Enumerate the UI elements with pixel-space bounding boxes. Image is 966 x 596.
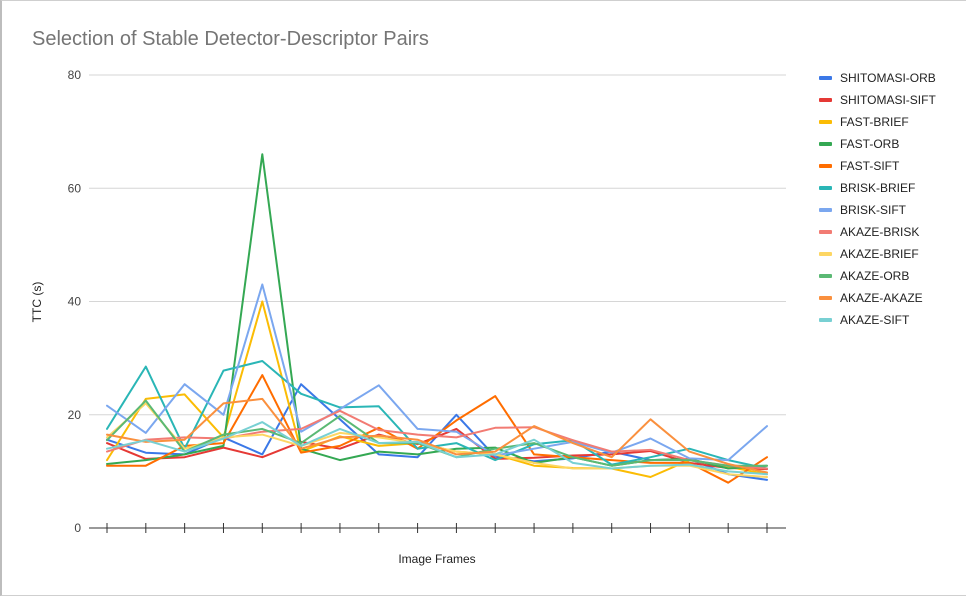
legend-label: FAST-BRIEF [840, 115, 909, 129]
legend-item-akaze-brief: AKAZE-BRIEF [819, 243, 936, 265]
legend-item-akaze-akaze: AKAZE-AKAZE [819, 287, 936, 309]
legend-item-brisk-brief: BRISK-BRIEF [819, 177, 936, 199]
legend-item-fast-sift: FAST-SIFT [819, 155, 936, 177]
legend-label: AKAZE-BRIEF [840, 247, 919, 261]
legend-label: SHITOMASI-ORB [840, 71, 936, 85]
legend-label: SHITOMASI-SIFT [840, 93, 936, 107]
x-axis-title: Image Frames [398, 552, 475, 566]
legend-label: FAST-SIFT [840, 159, 900, 173]
y-tick-label: 0 [74, 521, 81, 535]
legend-label: AKAZE-ORB [840, 269, 910, 283]
legend-swatch [819, 186, 832, 190]
chart-legend: SHITOMASI-ORB SHITOMASI-SIFT FAST-BRIEF FAS… [819, 67, 936, 331]
series-line-akaze-sift [106, 421, 768, 476]
legend-swatch [819, 164, 832, 168]
y-tick-label: 80 [68, 68, 82, 82]
legend-swatch [819, 252, 832, 256]
legend-swatch [819, 142, 832, 146]
y-tick-label: 20 [68, 408, 82, 422]
legend-swatch [819, 98, 832, 102]
legend-item-brisk-sift: BRISK-SIFT [819, 199, 936, 221]
legend-swatch [819, 208, 832, 212]
legend-item-akaze-brisk: AKAZE-BRISK [819, 221, 936, 243]
legend-item-fast-orb: FAST-ORB [819, 133, 936, 155]
legend-label: BRISK-BRIEF [840, 181, 916, 195]
legend-label: AKAZE-BRISK [840, 225, 920, 239]
legend-swatch [819, 318, 832, 322]
legend-item-akaze-orb: AKAZE-ORB [819, 265, 936, 287]
legend-label: AKAZE-AKAZE [840, 291, 923, 305]
legend-swatch [819, 296, 832, 300]
legend-label: AKAZE-SIFT [840, 313, 910, 327]
series-line-fast-orb [106, 153, 768, 470]
y-axis-title: TTC (s) [30, 282, 44, 323]
legend-swatch [819, 230, 832, 234]
legend-swatch [819, 120, 832, 124]
series-group [106, 153, 768, 484]
legend-item-fast-brief: FAST-BRIEF [819, 111, 936, 133]
series-line-fast-sift [106, 374, 768, 484]
chart-title: Selection of Stable Detector-Descriptor … [32, 28, 429, 50]
legend-label: FAST-ORB [840, 137, 900, 151]
legend-item-shitomasi-sift: SHITOMASI-SIFT [819, 89, 936, 111]
legend-swatch [819, 274, 832, 278]
y-tick-label: 40 [68, 295, 82, 309]
legend-item-akaze-sift: AKAZE-SIFT [819, 309, 936, 331]
legend-item-shitomasi-orb: SHITOMASI-ORB [819, 67, 936, 89]
legend-swatch [819, 76, 832, 80]
series-line-akaze-akaze [106, 397, 768, 474]
y-tick-label: 60 [68, 181, 82, 195]
series-line-brisk-brief [106, 360, 768, 470]
legend-label: BRISK-SIFT [840, 203, 907, 217]
